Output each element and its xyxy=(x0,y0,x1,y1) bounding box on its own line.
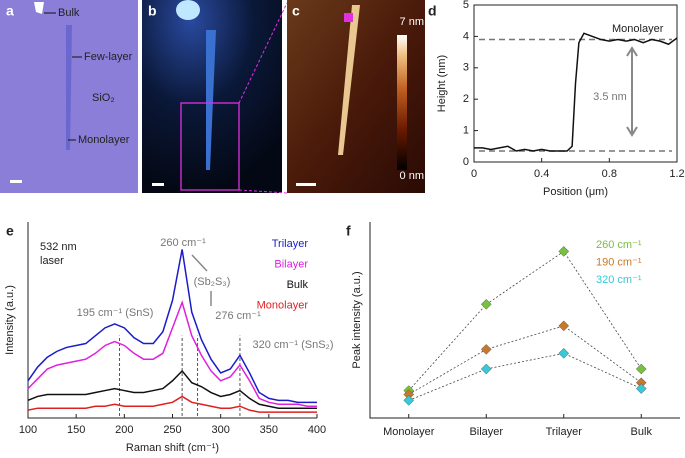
panel-label: a xyxy=(6,3,14,19)
y-axis-label: Intensity (a.u.) xyxy=(4,285,16,355)
flake xyxy=(66,25,72,150)
legend-entry: Trilayer xyxy=(272,238,309,250)
flake xyxy=(338,5,360,155)
y-axis-label: Peak intensity (a.u.) xyxy=(351,271,363,368)
annotation: 260 cm⁻¹ xyxy=(160,237,206,249)
x-tick-label: 100 xyxy=(19,424,37,436)
legend-entry: Bulk xyxy=(287,279,309,291)
bulk-flake xyxy=(34,2,44,14)
marker xyxy=(558,320,570,332)
x-tick-label: Bilayer xyxy=(469,426,503,438)
annotation: 320 cm⁻¹ (SnS₂) xyxy=(253,339,334,351)
annotation: Few-layer xyxy=(84,51,133,63)
zoom-box xyxy=(180,102,240,191)
panel-label: d xyxy=(428,3,437,19)
legend-entry: 260 cm⁻¹ xyxy=(596,239,642,251)
annotation: (Sb₂S₃) xyxy=(194,276,231,288)
y-tick-label: 5 xyxy=(463,0,469,11)
x-axis-label: Raman shift (cm⁻¹) xyxy=(126,442,219,454)
x-tick-label: 200 xyxy=(115,424,133,436)
marker xyxy=(558,347,570,359)
y-tick-label: 4 xyxy=(463,30,469,42)
series-line xyxy=(27,299,317,407)
annotation: 195 cm⁻¹ (SnS) xyxy=(77,307,154,319)
annotation: Bulk xyxy=(58,7,80,19)
x-tick-label: 1.2 xyxy=(669,168,684,180)
marker xyxy=(480,344,492,355)
x-tick-label: 400 xyxy=(308,424,326,436)
x-tick-label: Bulk xyxy=(631,426,653,438)
marker xyxy=(344,13,353,22)
axis xyxy=(369,222,680,419)
x-axis-label: Position (μm) xyxy=(543,186,608,198)
arrow xyxy=(191,254,212,306)
panel-label: c xyxy=(292,3,300,19)
annotation: SiO₂ xyxy=(92,92,115,104)
scale-bar xyxy=(296,183,316,186)
annotation: Monolayer xyxy=(78,134,130,146)
x-tick-label: 0.4 xyxy=(534,168,549,180)
panel-label: f xyxy=(346,223,351,239)
marker xyxy=(635,383,647,394)
series-line xyxy=(27,395,317,413)
annotation: Monolayer xyxy=(612,23,664,35)
marker xyxy=(480,298,492,310)
x-tick-label: 300 xyxy=(211,424,229,436)
y-tick-label: 2 xyxy=(463,93,469,105)
y-tick-label: 3 xyxy=(463,62,469,74)
colorbar-label: 7 nm xyxy=(400,16,424,28)
flake xyxy=(206,30,216,170)
colorbar-label: 0 nm xyxy=(400,170,424,182)
x-tick-label: Trilayer xyxy=(546,426,583,438)
scale-bar xyxy=(10,180,22,183)
series-line xyxy=(408,325,642,395)
series-line xyxy=(408,250,642,391)
marker xyxy=(635,363,647,375)
annotation: 3.5 nm xyxy=(593,91,627,103)
annotation: 532 nm xyxy=(40,241,77,253)
annotation: laser xyxy=(40,255,64,267)
series-line xyxy=(27,249,317,404)
arrow xyxy=(626,46,638,137)
y-tick-label: 0 xyxy=(463,156,469,168)
x-tick-label: 0 xyxy=(471,168,477,180)
x-tick-label: 250 xyxy=(163,424,181,436)
legend-entry: Monolayer xyxy=(257,299,309,311)
x-tick-label: Monolayer xyxy=(383,426,435,438)
bulk-glow xyxy=(176,0,200,20)
colorbar xyxy=(397,35,407,170)
scale-bar xyxy=(152,183,164,186)
x-tick-label: 350 xyxy=(260,424,278,436)
legend-entry: Bilayer xyxy=(274,258,308,270)
marker xyxy=(480,363,492,375)
x-tick-label: 150 xyxy=(67,424,85,436)
series-line xyxy=(408,352,642,401)
zoom-lines xyxy=(238,2,288,194)
y-tick-label: 1 xyxy=(463,125,469,137)
panel-label: b xyxy=(148,3,157,19)
series-line xyxy=(474,32,678,152)
marker xyxy=(558,246,570,257)
series-line xyxy=(27,369,317,409)
panel-label: e xyxy=(6,223,14,239)
marker xyxy=(403,395,415,406)
x-tick-label: 0.8 xyxy=(602,168,617,180)
y-axis-label: Height (nm) xyxy=(436,55,448,112)
legend-entry: 190 cm⁻¹ xyxy=(596,256,642,268)
annotation: 276 cm⁻¹ xyxy=(215,310,261,322)
legend-entry: 320 cm⁻¹ xyxy=(596,274,642,286)
